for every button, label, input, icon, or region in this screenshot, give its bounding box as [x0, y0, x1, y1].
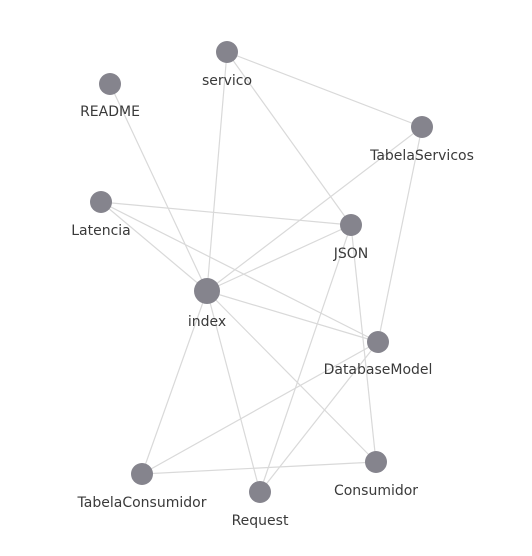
node-circle-servico[interactable] — [216, 41, 238, 63]
edge-servico-json — [226, 51, 352, 226]
edge-json-request — [259, 224, 352, 493]
node-label-tabela-servicos[interactable]: TabelaServicos — [369, 148, 474, 164]
node-circle-database-model[interactable] — [367, 331, 389, 353]
node-json[interactable]: JSON — [333, 214, 369, 262]
node-label-servico[interactable]: servico — [202, 73, 252, 89]
node-circle-index[interactable] — [194, 278, 220, 304]
edge-index-request — [206, 290, 261, 493]
edge-index-consumidor — [206, 290, 377, 463]
edge-database-model-tabela-consumidor — [141, 341, 379, 475]
node-latencia[interactable]: Latencia — [71, 191, 131, 239]
edge-servico-index — [206, 51, 228, 292]
edge-tabela-servicos-database-model — [377, 126, 423, 343]
node-label-tabela-consumidor[interactable]: TabelaConsumidor — [77, 495, 207, 511]
node-tabela-servicos[interactable]: TabelaServicos — [369, 116, 474, 164]
node-circle-latencia[interactable] — [90, 191, 112, 213]
node-consumidor[interactable]: Consumidor — [334, 451, 418, 499]
node-circle-json[interactable] — [340, 214, 362, 236]
node-index[interactable]: index — [188, 278, 226, 330]
edge-index-tabela-consumidor — [141, 290, 208, 475]
edge-tabela-servicos-index — [206, 126, 423, 292]
node-request[interactable]: Request — [232, 481, 289, 529]
node-readme[interactable]: README — [80, 73, 140, 120]
edge-json-index — [206, 224, 352, 292]
node-circle-tabela-servicos[interactable] — [411, 116, 433, 138]
edge-tabela-consumidor-consumidor — [141, 461, 377, 475]
node-circle-consumidor[interactable] — [365, 451, 387, 473]
node-label-index[interactable]: index — [188, 314, 226, 330]
edge-servico-tabela-servicos — [226, 51, 423, 128]
node-circle-request[interactable] — [249, 481, 271, 503]
node-tabela-consumidor[interactable]: TabelaConsumidor — [77, 463, 207, 511]
edge-latencia-index — [100, 201, 208, 292]
node-circle-tabela-consumidor[interactable] — [131, 463, 153, 485]
node-label-json[interactable]: JSON — [333, 246, 369, 262]
edges-layer — [100, 51, 423, 493]
edge-json-consumidor — [350, 224, 377, 463]
node-label-latencia[interactable]: Latencia — [71, 223, 131, 239]
node-label-consumidor[interactable]: Consumidor — [334, 483, 418, 499]
node-database-model[interactable]: DatabaseModel — [324, 331, 433, 378]
edge-index-database-model — [206, 290, 379, 343]
node-servico[interactable]: servico — [202, 41, 252, 89]
edge-readme-index — [109, 83, 208, 292]
nodes-layer: servico README TabelaServicos Latencia JSON i… — [71, 41, 474, 529]
node-label-database-model[interactable]: DatabaseModel — [324, 362, 433, 378]
node-label-request[interactable]: Request — [232, 513, 289, 529]
node-circle-readme[interactable] — [99, 73, 121, 95]
edge-latencia-json — [100, 201, 352, 226]
node-label-readme[interactable]: README — [80, 104, 140, 120]
edge-latencia-database-model — [100, 201, 379, 343]
